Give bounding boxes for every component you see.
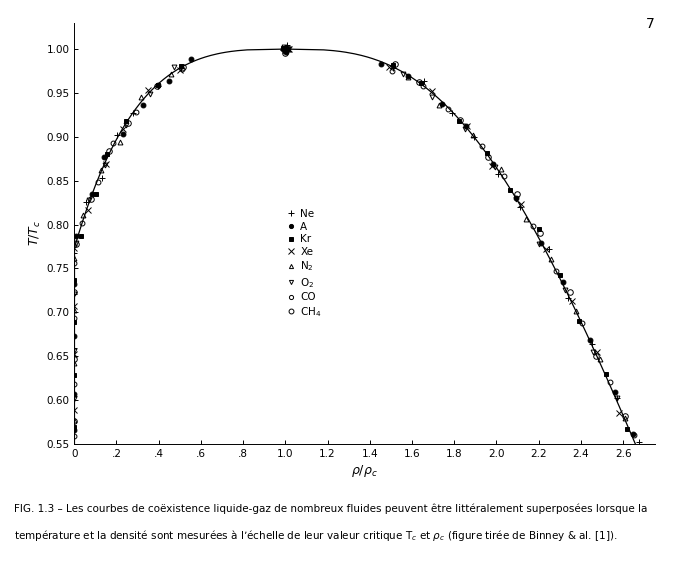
- X-axis label: $\rho/\rho_c$: $\rho/\rho_c$: [351, 463, 378, 479]
- Text: FIG. 1.3 – Les courbes de coëxistence liquide-gaz de nombreux fluides peuvent êt: FIG. 1.3 – Les courbes de coëxistence li…: [14, 504, 647, 514]
- Text: 7: 7: [646, 17, 655, 31]
- Text: température et la densité sont mesurées à l’échelle de leur valeur critique T$_c: température et la densité sont mesurées …: [14, 528, 617, 543]
- Legend: Ne, A, Kr, Xe, N$_2$, O$_2$, CO, CH$_4$: Ne, A, Kr, Xe, N$_2$, O$_2$, CO, CH$_4$: [283, 205, 326, 323]
- Y-axis label: $T/T_c$: $T/T_c$: [28, 220, 43, 246]
